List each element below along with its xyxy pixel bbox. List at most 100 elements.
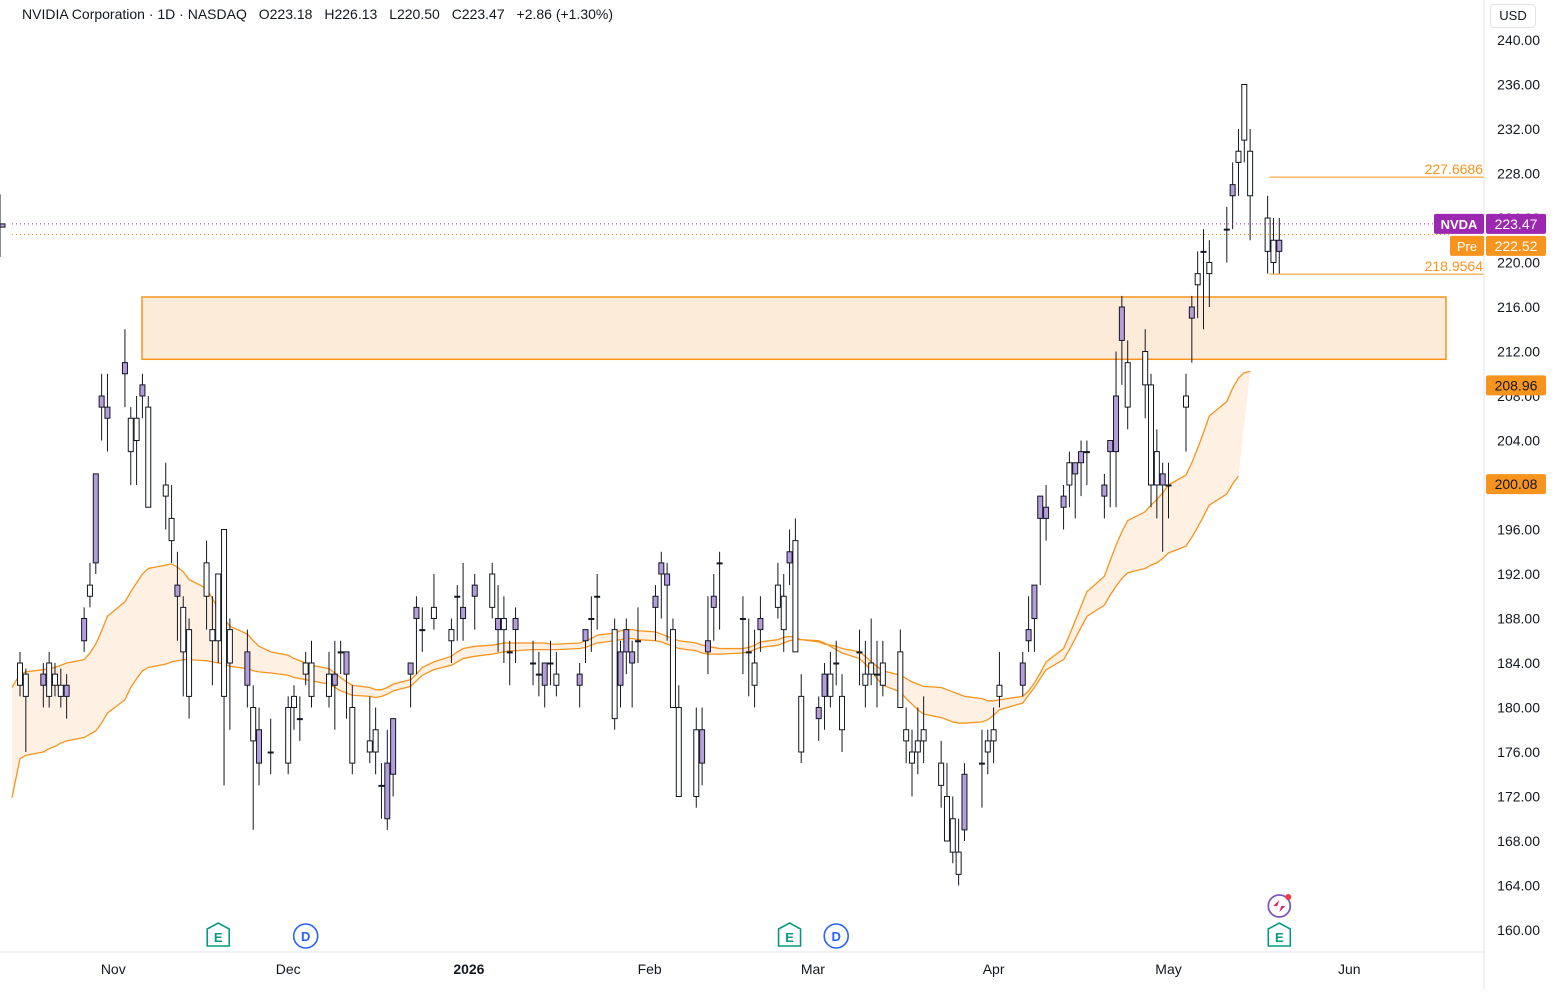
candle[interactable] [693,707,700,808]
ma-lower-tag[interactable]: 200.08 [1486,474,1546,495]
candle[interactable] [145,396,152,508]
candle[interactable] [40,663,47,708]
dividend-marker[interactable]: D [292,923,319,949]
candle[interactable] [903,707,910,764]
candle[interactable] [460,562,467,641]
candle[interactable] [384,729,391,830]
candle[interactable] [716,551,723,630]
candle[interactable] [1200,229,1207,330]
candle[interactable] [827,651,834,708]
candle[interactable] [914,707,921,775]
candle[interactable] [675,685,682,797]
candle[interactable] [1264,195,1271,274]
candle[interactable] [938,740,945,808]
candle[interactable] [1031,584,1038,652]
candle[interactable] [17,651,23,697]
candle[interactable] [879,640,886,697]
candle[interactable] [774,562,781,619]
candle[interactable] [745,618,752,697]
candle[interactable] [897,629,904,708]
candle[interactable] [739,596,746,675]
candle[interactable] [757,596,764,652]
candle[interactable] [86,562,93,608]
candle[interactable] [203,540,210,630]
candle[interactable] [984,729,991,775]
candle[interactable] [63,674,70,719]
candle[interactable] [955,818,962,886]
candle[interactable] [908,729,915,797]
candle[interactable] [582,629,589,663]
candle[interactable] [652,585,659,641]
currency-button[interactable]: USD [1490,4,1536,28]
candle[interactable] [1025,596,1032,652]
candle[interactable] [1118,295,1125,385]
candle[interactable] [1107,440,1114,508]
candle[interactable] [530,640,537,686]
ma-upper-tag[interactable]: 208.96 [1486,375,1546,396]
candle[interactable] [617,640,624,708]
candle[interactable] [1101,473,1108,519]
candle[interactable] [331,640,338,730]
candle[interactable] [704,596,711,675]
earnings-marker[interactable]: E [777,922,802,947]
candle[interactable] [57,668,64,708]
candle[interactable] [168,485,175,563]
candle[interactable] [1165,462,1172,519]
candle[interactable] [506,640,513,686]
candle[interactable] [221,529,228,786]
candle[interactable] [1206,240,1213,307]
earnings-marker[interactable]: E [206,922,231,947]
candle[interactable] [267,718,274,775]
candle[interactable] [798,674,805,764]
candle[interactable] [588,596,595,652]
candle[interactable] [594,574,601,630]
candle[interactable] [541,662,548,708]
candle[interactable] [1235,129,1242,196]
candle[interactable] [996,651,1003,708]
candle[interactable] [1124,340,1131,430]
candle[interactable] [658,551,665,619]
candle[interactable] [104,373,111,452]
candle[interactable] [920,696,927,764]
candle[interactable] [471,574,478,630]
candle[interactable] [833,640,840,686]
candle[interactable] [786,529,793,586]
candle[interactable] [296,696,303,741]
candle[interactable] [413,596,420,675]
candle[interactable] [1153,429,1160,519]
candle[interactable] [500,596,507,663]
candle[interactable] [792,518,799,653]
candle[interactable] [372,707,379,775]
candle[interactable] [821,663,828,730]
supply-zone[interactable] [141,296,1447,361]
candle[interactable] [92,473,99,574]
candle[interactable] [868,618,875,686]
candle[interactable] [244,629,251,708]
candle[interactable] [710,574,717,641]
candle[interactable] [186,618,193,719]
candle[interactable] [349,685,356,775]
candle[interactable] [448,618,455,664]
candle[interactable] [634,607,641,663]
candle[interactable] [337,640,344,675]
candle[interactable] [1113,351,1120,508]
candle[interactable] [419,607,426,652]
candle[interactable] [0,194,6,257]
candle[interactable] [285,696,292,775]
symbol-title[interactable]: NVIDIA Corporation · 1D · NASDAQ [22,6,247,22]
candle[interactable] [1078,440,1085,497]
candle[interactable] [535,651,542,697]
candle[interactable] [81,607,88,652]
candle[interactable] [162,462,169,530]
candle[interactable] [611,618,618,730]
candle[interactable] [1276,218,1283,274]
candle[interactable] [990,707,997,764]
candle[interactable] [839,674,846,752]
candle[interactable] [174,551,181,641]
candle[interactable] [1060,485,1067,530]
candle[interactable] [1194,251,1201,319]
candle[interactable] [250,685,257,830]
candle[interactable] [547,640,554,686]
candle[interactable] [366,696,373,764]
